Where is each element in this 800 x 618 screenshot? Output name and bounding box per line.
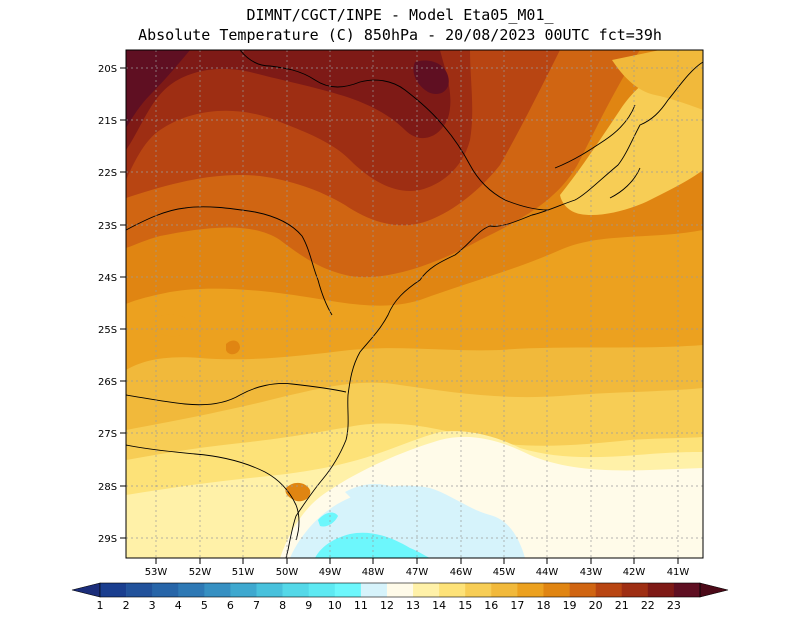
colorbar-swatch: [204, 583, 231, 597]
colorbar-label: 19: [563, 599, 577, 612]
lat-label: 26S: [98, 377, 117, 388]
colorbar-label: 1: [97, 599, 104, 612]
colorbar-label: 13: [406, 599, 420, 612]
plot-frame: [125, 49, 704, 559]
lon-label: 42W: [623, 567, 646, 578]
colorbar-label: 14: [432, 599, 446, 612]
map-title-line-2: Absolute Temperature (C) 850hPa - 20/08/…: [138, 26, 662, 44]
colorbar-label: 3: [149, 599, 156, 612]
lon-label: 45W: [493, 567, 516, 578]
colorbar-swatch: [413, 583, 440, 597]
lon-label: 41W: [667, 567, 690, 578]
colorbar-label: 2: [123, 599, 130, 612]
lat-label: 23S: [98, 221, 117, 232]
colorbar-label: 17: [510, 599, 524, 612]
colorbar-label: 15: [458, 599, 472, 612]
colorbar-swatch: [360, 583, 388, 597]
colorbar-label: 22: [641, 599, 655, 612]
colorbar-swatch: [439, 583, 466, 597]
colorbar-label: 21: [615, 599, 629, 612]
colorbar-swatch: [282, 583, 309, 597]
colorbar-swatch: [386, 583, 414, 597]
colorbar-swatch: [673, 583, 701, 597]
colorbar-label: 23: [667, 599, 681, 612]
lat-label: 25S: [98, 325, 117, 336]
lat-label: 24S: [98, 273, 117, 284]
colorbar-swatch: [569, 583, 596, 597]
colorbar-swatch: [308, 583, 336, 597]
lon-label: 48W: [362, 567, 385, 578]
colorbar-swatch: [491, 583, 518, 597]
colorbar-label: 16: [484, 599, 498, 612]
lat-label: 20S: [98, 64, 117, 75]
colorbar-label: 6: [227, 599, 234, 612]
lon-label: 43W: [580, 567, 603, 578]
colorbar-label: 5: [201, 599, 208, 612]
colorbar-high-arrow: [699, 582, 729, 598]
colorbar-label: 20: [589, 599, 603, 612]
colorbar-label: 8: [279, 599, 286, 612]
lat-label: 22S: [98, 168, 117, 179]
map-title-line-1: DIMNT/CGCT/INPE - Model Eta05_M01_: [246, 6, 554, 24]
temperature-field: [126, 50, 703, 558]
longitude-labels: 53W 52W 51W 50W 49W 48W 47W 46W 45W 44W …: [145, 567, 690, 578]
colorbar-label: 9: [305, 599, 312, 612]
lat-label: 29S: [98, 534, 117, 545]
latitude-labels: 20S 21S 22S 23S 24S 25S 26S 27S 28S 29S: [98, 64, 117, 545]
lon-label: 44W: [536, 567, 559, 578]
lat-label: 27S: [98, 429, 117, 440]
colorbar-label: 11: [354, 599, 368, 612]
colorbar-swatch: [465, 583, 492, 597]
colorbar-label: 7: [253, 599, 260, 612]
lat-label: 21S: [98, 116, 117, 127]
colorbar-swatch: [517, 583, 544, 597]
colorbar-swatch: [543, 583, 570, 597]
colorbar-swatch: [230, 583, 257, 597]
colorbar-label: 12: [380, 599, 394, 612]
colorbar-swatch: [126, 583, 153, 597]
lon-label: 47W: [406, 567, 429, 578]
colorbar-outline: [99, 582, 701, 598]
colorbar-swatch: [178, 583, 205, 597]
colorbar-swatch: [621, 583, 649, 597]
lat-label: 28S: [98, 482, 117, 493]
colorbar-swatch: [100, 583, 127, 597]
tick-marks: [120, 67, 679, 564]
boundary-lines: [126, 50, 703, 558]
colorbar-label: 4: [175, 599, 182, 612]
lon-label: 46W: [450, 567, 473, 578]
colorbar-low-arrow: [71, 582, 101, 598]
lon-label: 53W: [145, 567, 168, 578]
lon-label: 52W: [189, 567, 212, 578]
colorbar-swatch: [334, 583, 362, 597]
colorbar: 1 2 3 4 5 6 7 8 9 10 11 12 13 14 15 16 17 18 19 20 21 22 23: [71, 582, 729, 612]
colorbar-swatch: [256, 583, 283, 597]
colorbar-swatch: [595, 583, 623, 597]
lon-label: 51W: [232, 567, 255, 578]
graticule: [126, 50, 703, 558]
colorbar-swatch: [152, 583, 179, 597]
colorbar-label: 10: [328, 599, 342, 612]
lon-label: 49W: [319, 567, 342, 578]
colorbar-label: 18: [536, 599, 550, 612]
colorbar-swatch: [647, 583, 675, 597]
lon-label: 50W: [276, 567, 299, 578]
